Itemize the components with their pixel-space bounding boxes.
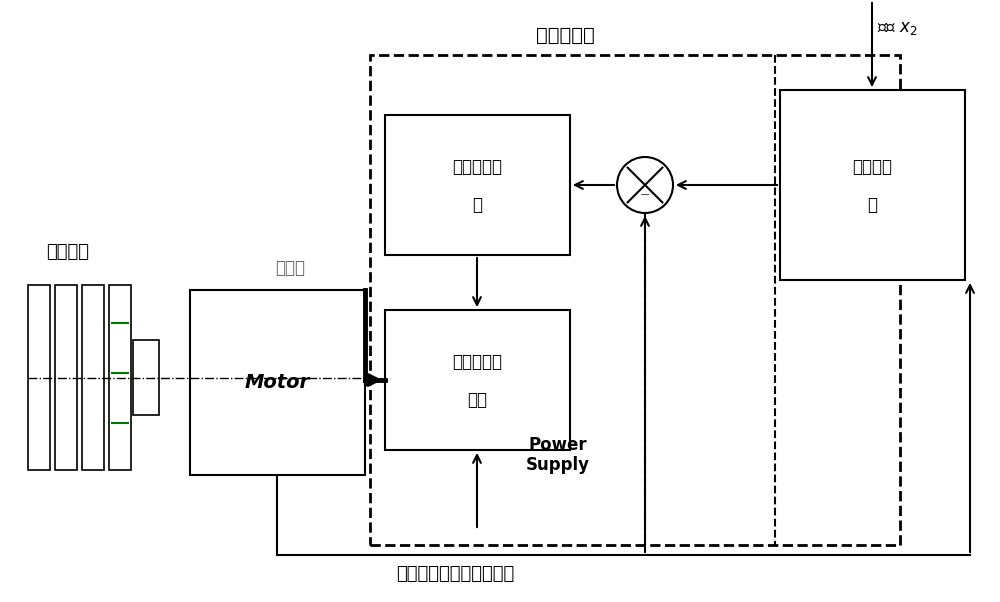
Text: 动力线: 动力线 <box>275 259 305 277</box>
Text: 指令 $x_2$: 指令 $x_2$ <box>877 19 917 37</box>
Text: 位置控制: 位置控制 <box>852 158 892 176</box>
Bar <box>190 290 365 475</box>
Circle shape <box>617 157 673 213</box>
Text: Power
Supply: Power Supply <box>526 436 590 474</box>
Text: 器: 器 <box>472 196 482 214</box>
Bar <box>109 285 131 470</box>
Text: 电路: 电路 <box>467 391 487 409</box>
Bar <box>385 115 570 255</box>
Bar <box>28 285 50 470</box>
Text: 器: 器 <box>867 196 877 214</box>
Text: −: − <box>640 188 650 202</box>
Bar <box>55 285 77 470</box>
Bar <box>780 90 965 280</box>
Bar <box>133 340 159 415</box>
Text: Motor: Motor <box>244 373 310 391</box>
Bar <box>370 55 900 545</box>
Text: 放大与处理: 放大与处理 <box>452 353 502 371</box>
Text: 电流环控制: 电流环控制 <box>452 158 502 176</box>
Text: 惯性负载: 惯性负载 <box>46 243 90 261</box>
Text: 光电编码器位置反馈信号: 光电编码器位置反馈信号 <box>396 565 514 583</box>
Bar <box>385 310 570 450</box>
Bar <box>82 285 104 470</box>
Text: 电气驱动器: 电气驱动器 <box>536 25 594 45</box>
